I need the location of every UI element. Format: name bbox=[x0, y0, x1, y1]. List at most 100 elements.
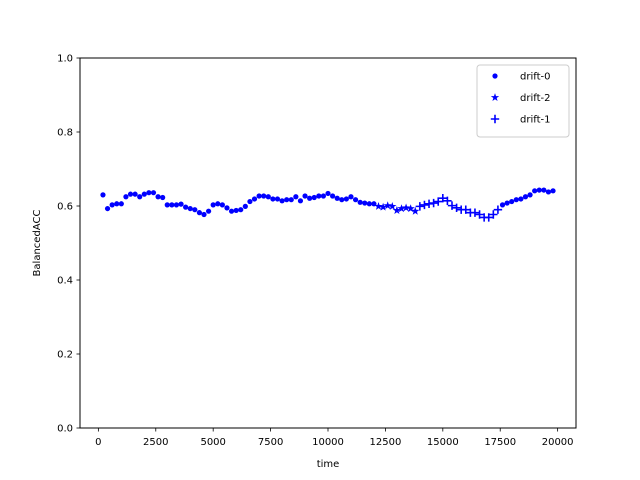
x-tick-label: 10000 bbox=[312, 437, 344, 448]
data-point bbox=[205, 208, 212, 214]
data-point bbox=[178, 201, 184, 207]
data-point bbox=[532, 188, 538, 194]
data-point bbox=[210, 202, 216, 208]
data-point bbox=[513, 197, 519, 203]
legend: drift-0 drift-2 drift-1 bbox=[476, 64, 570, 138]
x-axis: 0 2500 5000 7500 10000 12500 15000 17500 20000 bbox=[95, 428, 574, 448]
data-point bbox=[493, 205, 503, 214]
data-point bbox=[160, 194, 166, 201]
data-point bbox=[339, 197, 345, 203]
y-tick-label: 1.0 bbox=[57, 54, 73, 65]
legend-entry-drift-1: drift-1 bbox=[490, 114, 550, 126]
data-point bbox=[343, 196, 349, 202]
data-point bbox=[238, 207, 244, 213]
data-point bbox=[429, 198, 438, 208]
data-point bbox=[397, 204, 406, 213]
data-point bbox=[256, 193, 262, 199]
data-point bbox=[311, 194, 317, 201]
data-point bbox=[215, 201, 221, 207]
x-tick-label: 5000 bbox=[200, 437, 225, 448]
data-point bbox=[452, 203, 461, 213]
data-point bbox=[242, 203, 248, 209]
x-tick-label: 17500 bbox=[484, 437, 516, 448]
x-tick-label: 12500 bbox=[370, 437, 402, 448]
data-point bbox=[228, 208, 235, 214]
data-point bbox=[499, 202, 506, 208]
data-point bbox=[527, 192, 533, 198]
data-point bbox=[104, 205, 111, 212]
legend-label: drift-0 bbox=[520, 72, 550, 83]
data-point bbox=[383, 201, 392, 210]
x-tick-label: 2500 bbox=[143, 437, 168, 448]
data-point bbox=[334, 195, 340, 201]
data-point bbox=[261, 193, 267, 199]
x-tick-label: 15000 bbox=[427, 437, 459, 448]
y-tick-label: 0.0 bbox=[57, 424, 73, 435]
legend-marker bbox=[490, 114, 500, 124]
y-tick-label: 0.6 bbox=[57, 202, 73, 213]
data-point bbox=[447, 201, 457, 210]
data-point bbox=[196, 210, 203, 216]
data-point bbox=[470, 208, 480, 217]
data-point bbox=[484, 213, 493, 222]
data-point bbox=[374, 201, 383, 210]
legend-entry-drift-2: drift-2 bbox=[490, 93, 550, 104]
data-point bbox=[545, 189, 552, 195]
data-point bbox=[518, 196, 524, 202]
data-point bbox=[378, 202, 388, 211]
data-point bbox=[293, 194, 299, 200]
data-point bbox=[348, 194, 354, 200]
y-tick-label: 0.8 bbox=[57, 128, 73, 139]
data-point bbox=[224, 205, 230, 211]
data-point bbox=[325, 190, 331, 197]
series-drift-0 bbox=[100, 187, 556, 218]
data-point bbox=[401, 203, 411, 212]
data-point bbox=[114, 201, 120, 207]
data-point bbox=[284, 197, 290, 203]
data-point bbox=[504, 200, 510, 206]
data-point bbox=[406, 204, 415, 213]
legend-entry-drift-0: drift-0 bbox=[492, 72, 550, 83]
data-point bbox=[302, 193, 308, 199]
data-point bbox=[150, 190, 157, 196]
data-point bbox=[233, 207, 239, 214]
data-point bbox=[132, 191, 138, 197]
series-drift-2 bbox=[374, 201, 420, 215]
data-point bbox=[201, 211, 207, 218]
data-point bbox=[173, 202, 180, 208]
data-point bbox=[109, 202, 115, 208]
data-point bbox=[434, 197, 443, 206]
plot-area bbox=[100, 187, 556, 222]
data-point bbox=[329, 193, 336, 199]
data-point bbox=[316, 193, 322, 199]
legend-marker bbox=[490, 93, 500, 102]
data-point bbox=[362, 200, 368, 206]
data-point bbox=[443, 196, 452, 206]
legend-label: drift-2 bbox=[520, 93, 550, 104]
data-point bbox=[100, 192, 106, 198]
data-point bbox=[307, 195, 313, 201]
data-point bbox=[251, 196, 258, 202]
data-point bbox=[388, 201, 397, 210]
data-point bbox=[550, 188, 556, 194]
data-point bbox=[420, 200, 429, 210]
data-point bbox=[127, 191, 134, 197]
data-point bbox=[357, 199, 363, 205]
legend-box bbox=[476, 64, 570, 138]
data-point bbox=[155, 194, 161, 200]
data-point bbox=[192, 207, 198, 213]
data-point bbox=[489, 210, 498, 219]
data-point bbox=[288, 197, 294, 203]
data-point bbox=[475, 210, 484, 219]
data-point bbox=[123, 194, 129, 200]
data-point bbox=[183, 204, 189, 210]
data-point bbox=[146, 190, 152, 196]
data-point bbox=[415, 202, 425, 211]
x-tick-label: 0 bbox=[95, 437, 101, 448]
data-point bbox=[536, 187, 542, 193]
data-point bbox=[509, 198, 515, 205]
data-point bbox=[118, 201, 124, 207]
data-point bbox=[411, 206, 420, 215]
data-point bbox=[169, 202, 175, 208]
